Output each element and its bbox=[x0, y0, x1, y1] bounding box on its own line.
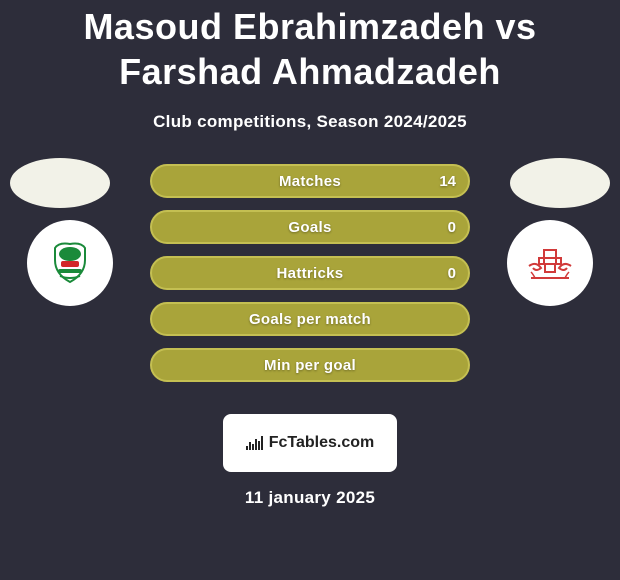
stat-row-hattricks: Hattricks 0 bbox=[150, 256, 470, 290]
brand-text: FcTables.com bbox=[269, 434, 375, 452]
bar-chart-icon bbox=[246, 436, 263, 450]
club-crest-right bbox=[521, 234, 579, 292]
comparison-card: Masoud Ebrahimzadeh vs Farshad Ahmadzade… bbox=[0, 0, 620, 580]
footer-date: 11 january 2025 bbox=[0, 488, 620, 508]
stat-label: Goals bbox=[288, 219, 331, 236]
brand-badge: FcTables.com bbox=[223, 414, 397, 472]
stat-label: Goals per match bbox=[249, 311, 371, 328]
stat-row-goals: Goals 0 bbox=[150, 210, 470, 244]
stat-label: Hattricks bbox=[277, 265, 344, 282]
club-crest-left bbox=[41, 234, 99, 292]
stat-row-matches: Matches 14 bbox=[150, 164, 470, 198]
stat-value-right: 14 bbox=[439, 173, 456, 190]
page-title: Masoud Ebrahimzadeh vs Farshad Ahmadzade… bbox=[0, 2, 620, 94]
stat-row-goals-per-match: Goals per match bbox=[150, 302, 470, 336]
stat-value-right: 0 bbox=[448, 265, 456, 282]
stat-label: Matches bbox=[279, 173, 341, 190]
stat-rows: Matches 14 Goals 0 Hattricks 0 Goals per… bbox=[150, 164, 470, 382]
subtitle: Club competitions, Season 2024/2025 bbox=[0, 112, 620, 132]
club-logo-left bbox=[27, 220, 113, 306]
stat-row-min-per-goal: Min per goal bbox=[150, 348, 470, 382]
stat-value-right: 0 bbox=[448, 219, 456, 236]
club-logo-right bbox=[507, 220, 593, 306]
player-avatar-right bbox=[510, 158, 610, 208]
player-avatar-left bbox=[10, 158, 110, 208]
stat-label: Min per goal bbox=[264, 357, 356, 374]
stats-area: Matches 14 Goals 0 Hattricks 0 Goals per… bbox=[0, 164, 620, 392]
